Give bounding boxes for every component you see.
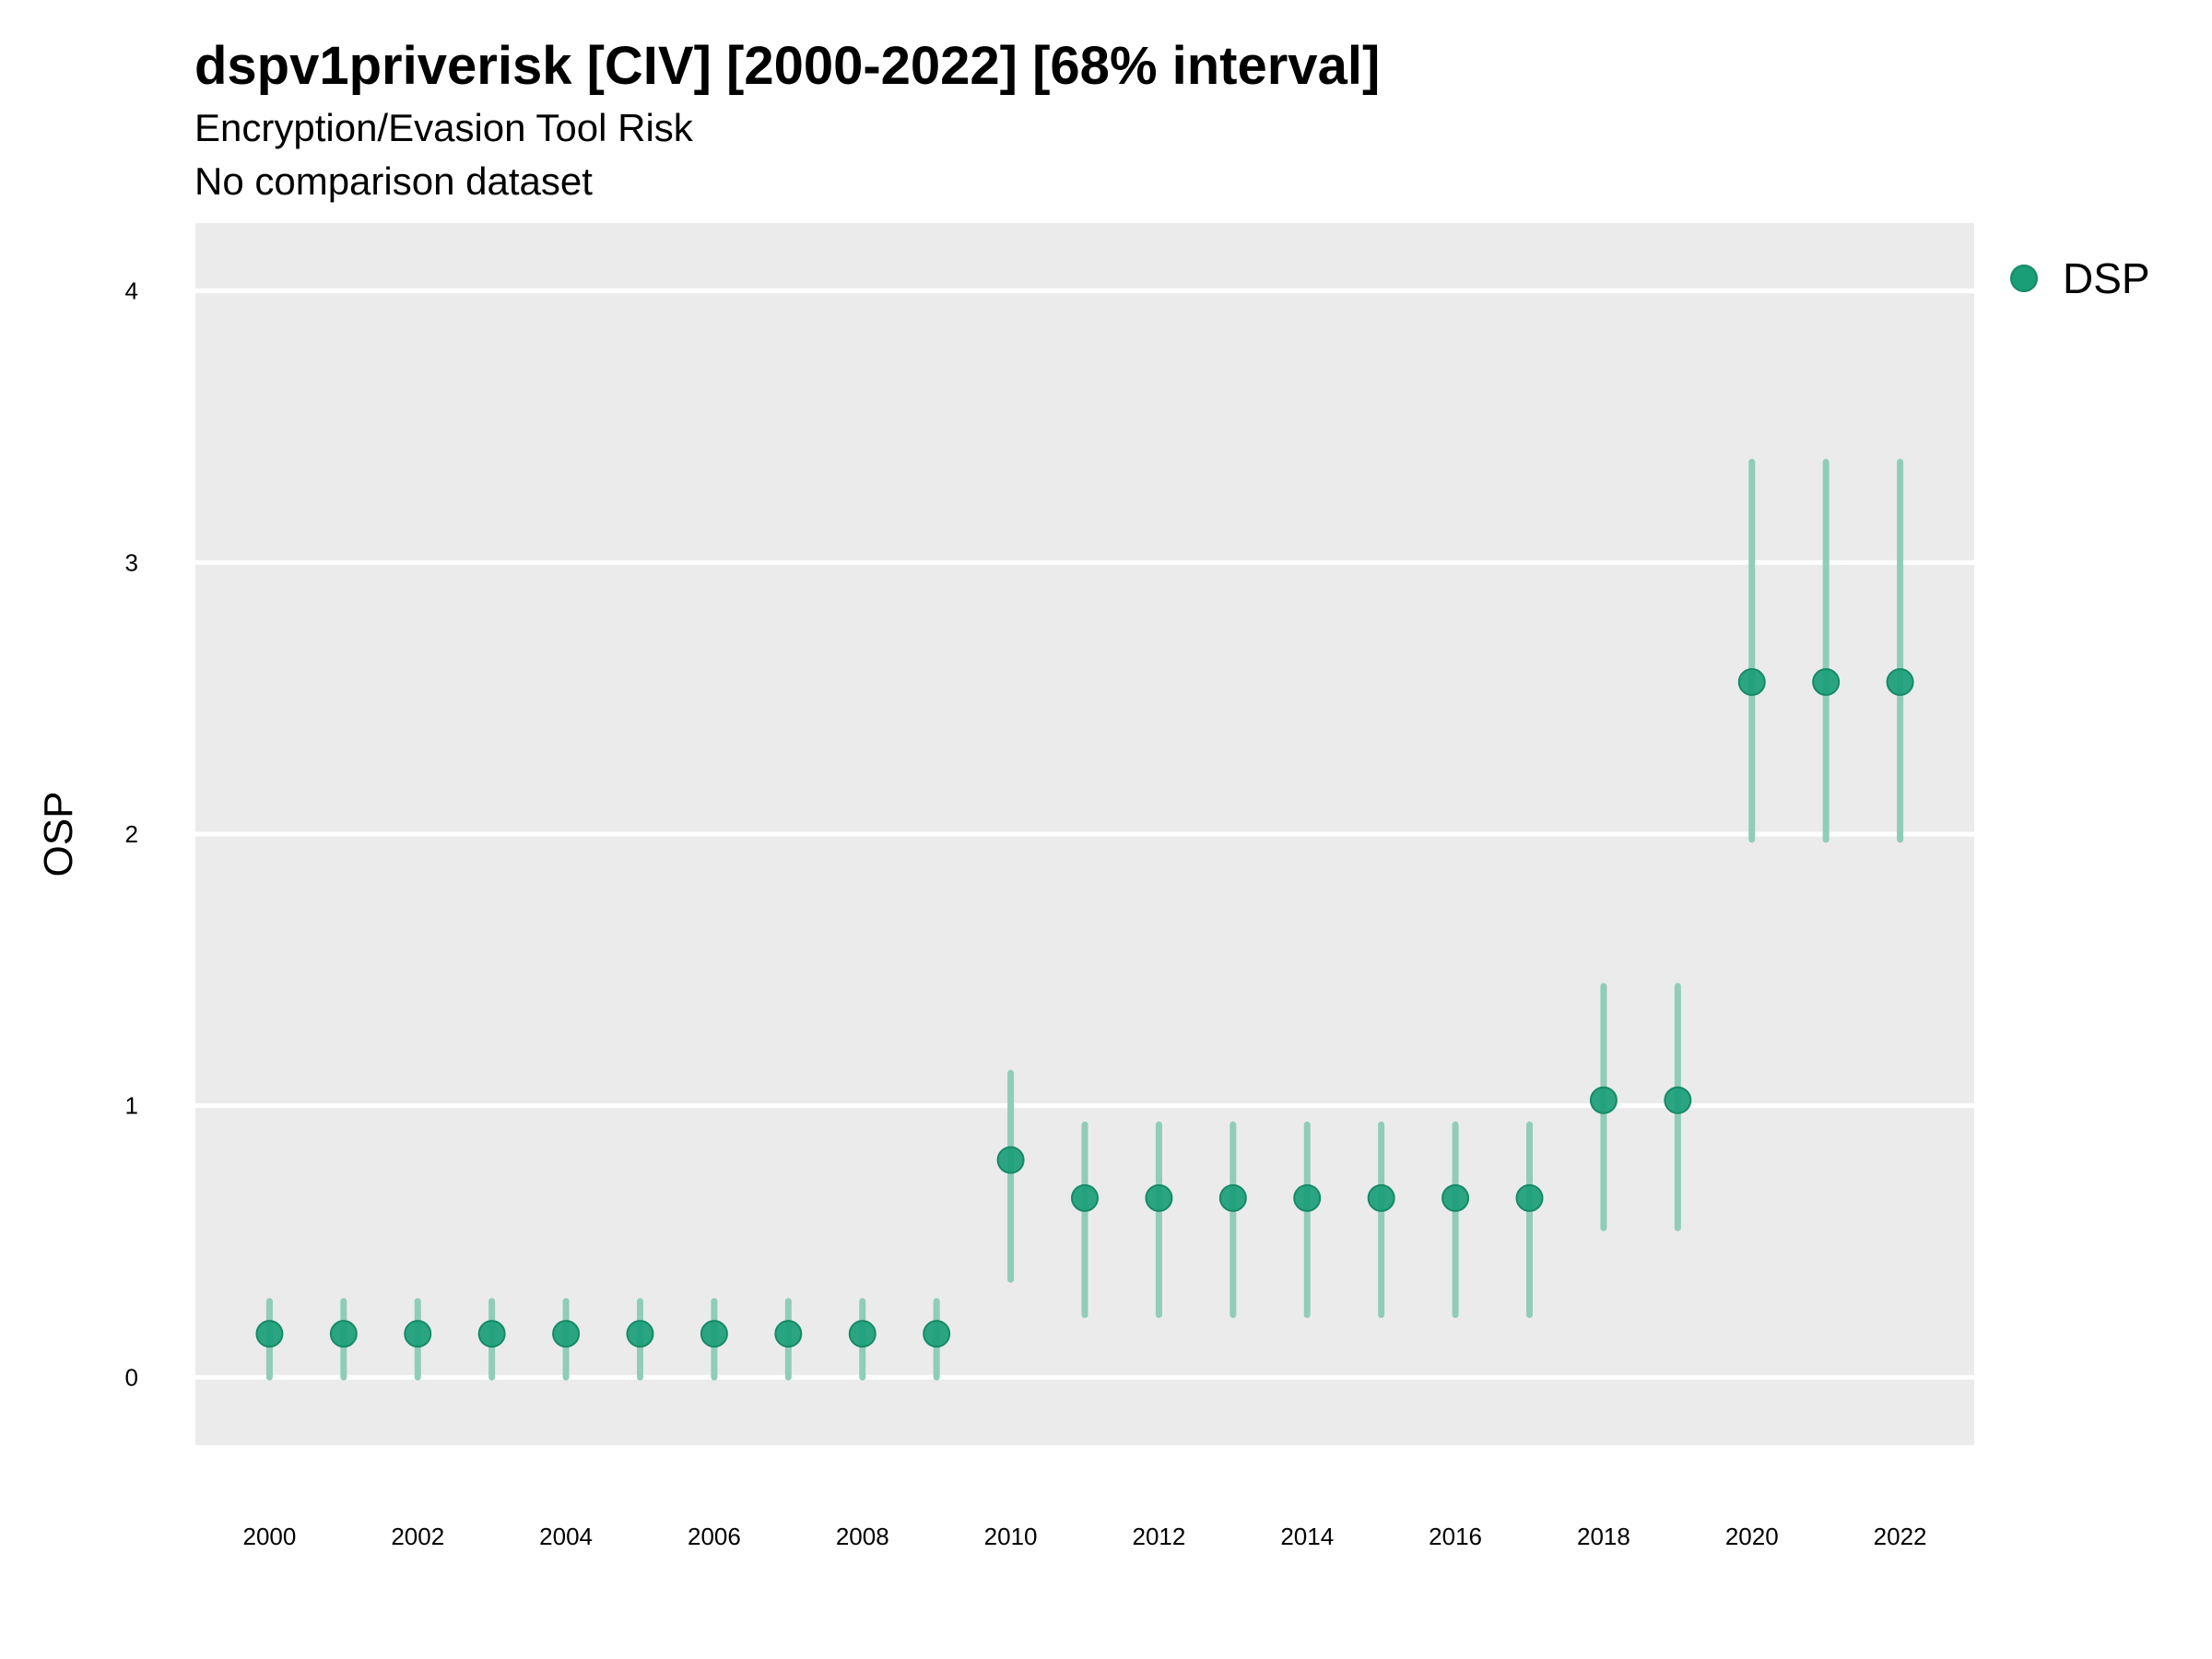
data-point-2004	[552, 1320, 581, 1348]
legend-key-dsp	[2010, 265, 2038, 292]
data-point-2021	[1812, 667, 1841, 696]
data-point-2012	[1145, 1183, 1173, 1212]
legend: DSP	[2010, 254, 2150, 302]
data-point-2007	[774, 1320, 803, 1348]
x-tick-label: 2014	[1280, 1523, 1334, 1550]
y-tick-label: 3	[125, 548, 138, 576]
data-point-2019	[1664, 1086, 1692, 1114]
data-point-2011	[1071, 1183, 1099, 1212]
y-tick-label: 1	[125, 1092, 138, 1120]
chart-subtitle-secondary: No comparison dataset	[194, 159, 593, 203]
chart-subtitle: Encryption/Evasion Tool Risk	[194, 106, 693, 149]
data-point-2017	[1515, 1183, 1544, 1212]
x-tick-label: 2016	[1429, 1523, 1482, 1550]
x-tick-label: 2000	[242, 1523, 296, 1550]
data-point-2018	[1589, 1086, 1618, 1114]
data-point-2005	[626, 1320, 654, 1348]
x-tick-label: 2004	[539, 1523, 593, 1550]
x-tick-label: 2012	[1132, 1523, 1185, 1550]
chart-title: dspv1priverisk [CIV] [2000-2022] [68% in…	[194, 36, 1381, 96]
data-point-2001	[329, 1320, 358, 1348]
data-point-2016	[1441, 1183, 1470, 1212]
data-point-2010	[996, 1146, 1025, 1174]
x-tick-label: 2022	[1874, 1523, 1927, 1550]
y-axis-label: OSP	[36, 792, 81, 877]
data-point-2002	[404, 1320, 432, 1348]
x-tick-label: 2008	[836, 1523, 889, 1550]
y-tick-labels: 0 1 2 3 4	[125, 277, 138, 1392]
data-point-2003	[477, 1320, 506, 1348]
data-point-2000	[255, 1320, 284, 1348]
x-tick-labels: 2000 2002 2004 2006 2008 2010 2012 2014 2016 2018…	[242, 1523, 1926, 1550]
data-point-2020	[1737, 667, 1766, 696]
x-tick-label: 2018	[1577, 1523, 1630, 1550]
data-point-2015	[1367, 1183, 1395, 1212]
data-point-2013	[1218, 1183, 1247, 1212]
data-point-2008	[848, 1320, 877, 1348]
x-tick-label: 2002	[391, 1523, 444, 1550]
x-tick-label: 2006	[688, 1523, 741, 1550]
y-tick-label: 2	[125, 820, 138, 848]
data-point-2009	[923, 1320, 951, 1348]
data-point-2006	[700, 1320, 728, 1348]
x-tick-label: 2010	[984, 1523, 1038, 1550]
y-tick-label: 0	[125, 1363, 138, 1391]
y-tick-label: 4	[125, 277, 138, 305]
x-tick-label: 2020	[1725, 1523, 1779, 1550]
data-point-2014	[1293, 1183, 1322, 1212]
legend-label-dsp: DSP	[2063, 254, 2150, 302]
data-points	[255, 667, 1914, 1348]
data-point-2022	[1886, 667, 1914, 696]
